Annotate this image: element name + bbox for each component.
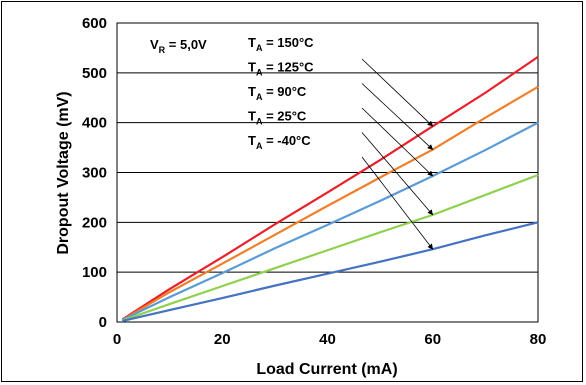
y-tick-label: 600 — [82, 15, 107, 32]
y-axis-title: Dropout Voltage (mV) — [55, 91, 72, 254]
annotation-arrow-3 — [361, 132, 434, 216]
series-line-3 — [121, 173, 539, 322]
series-line-2 — [121, 121, 539, 321]
plot-area-border — [116, 22, 539, 323]
annotation-arrows — [361, 58, 434, 250]
condition-label: VR = 5,0V — [150, 37, 207, 55]
y-tick-label: 500 — [82, 65, 107, 82]
y-axis-ticks: 0 100 200 300 400 500 600 — [82, 15, 107, 331]
series-label-3: TA = 25°C — [248, 109, 307, 127]
series-label-2: TA = 90°C — [248, 84, 307, 102]
x-tick-label: 60 — [424, 331, 441, 348]
series-labels: TA = 150°C TA = 125°C TA = 90°C TA = 25°C TA… — [248, 35, 314, 151]
series-line-4 — [122, 221, 539, 323]
annotation-arrow-4 — [361, 156, 434, 250]
y-tick-label: 100 — [82, 264, 107, 281]
series-line-0 — [121, 55, 539, 321]
series-label-4: TA = -40°C — [248, 133, 311, 151]
x-tick-label: 20 — [214, 331, 231, 348]
series-line-1 — [121, 85, 539, 321]
annotation-arrow-0 — [361, 58, 434, 127]
y-tick-label: 300 — [82, 165, 107, 182]
y-tick-label: 0 — [99, 314, 107, 331]
x-tick-label: 40 — [319, 331, 336, 348]
y-tick-label: 200 — [82, 214, 107, 231]
annotation-arrow-1 — [361, 83, 434, 150]
annotation-arrow-2 — [361, 107, 434, 177]
y-tick-label: 400 — [82, 115, 107, 132]
series-lines — [121, 55, 539, 323]
series-label-1: TA = 125°C — [248, 60, 314, 78]
x-tick-label: 0 — [113, 331, 121, 348]
x-axis-ticks: 0 20 40 60 80 — [113, 331, 547, 348]
x-axis-title: Load Current (mA) — [256, 361, 397, 378]
x-tick-label: 80 — [530, 331, 547, 348]
series-label-0: TA = 150°C — [248, 35, 314, 53]
grid-lines — [117, 72, 538, 273]
